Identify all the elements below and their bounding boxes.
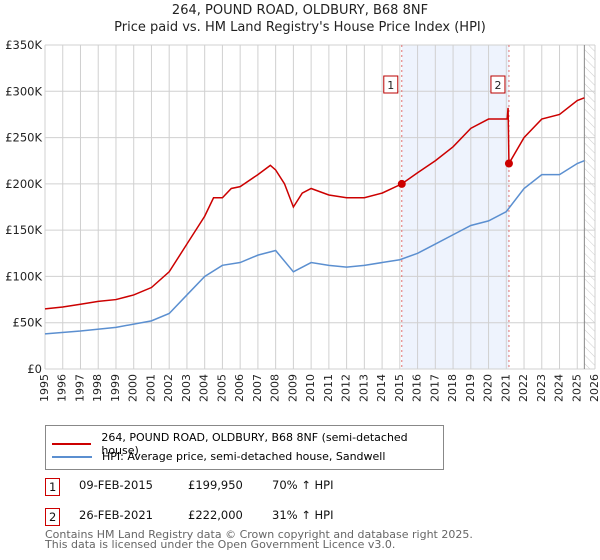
forecast-hatch — [584, 45, 595, 369]
x-tick-label: 2007 — [251, 374, 264, 402]
x-tick-label: 2000 — [127, 374, 140, 402]
x-tick-label: 2003 — [180, 374, 193, 402]
footer: Contains HM Land Registry data © Crown c… — [45, 528, 473, 551]
sale-badge: 2 — [45, 508, 61, 526]
y-tick-label: £100K — [5, 269, 42, 283]
x-tick-label: 2022 — [517, 374, 530, 402]
y-tick-label: £0 — [27, 362, 42, 376]
x-tick-label: 2008 — [269, 374, 282, 402]
x-tick-label: 2005 — [215, 374, 228, 402]
x-tick-label: 1995 — [38, 374, 51, 402]
x-tick-label: 2011 — [322, 374, 335, 402]
chart-title: 264, POUND ROAD, OLDBURY, B68 8NF — [171, 3, 429, 18]
x-tick-label: 2019 — [464, 374, 477, 402]
x-tick-label: 2002 — [162, 374, 175, 402]
sale-label-box — [490, 75, 506, 94]
sale-label-box — [383, 75, 399, 94]
x-tick-label: 2023 — [535, 374, 548, 402]
sale-date: 26-FEB-2021 — [79, 508, 153, 522]
legend-label-property: 264, POUND ROAD, OLDBURY, B68 8NF (semi-… — [101, 431, 408, 457]
x-tick-label: 2020 — [482, 374, 495, 402]
x-tick-label: 2017 — [428, 374, 441, 402]
x-tick-label: 2025 — [570, 374, 583, 402]
x-tick-label: 2012 — [340, 374, 353, 402]
x-tick-label: 1998 — [91, 374, 104, 402]
x-tick-label: 1997 — [73, 374, 86, 402]
legend-label-hpi: HPI: Average price, semi-detached house,… — [102, 450, 386, 463]
x-tick-label: 1996 — [56, 374, 69, 402]
x-tick-label: 2010 — [304, 374, 317, 402]
x-tick-label: 2004 — [198, 374, 211, 402]
shaded-period — [401, 45, 509, 369]
y-tick-label: £300K — [5, 84, 42, 98]
sale-date: 09-FEB-2015 — [79, 478, 153, 492]
y-tick-label: £250K — [5, 131, 42, 145]
sale-price: £199,950 — [188, 478, 243, 492]
x-tick-label: 2009 — [286, 374, 299, 402]
x-tick-label: 2006 — [233, 374, 246, 402]
sale-hpi: 31% ↑ HPI — [272, 508, 334, 522]
chart-subtitle: Price paid vs. HM Land Registry's House … — [114, 20, 486, 35]
sale-point — [397, 179, 406, 188]
sale-label: 1 — [387, 79, 394, 92]
x-tick-label: 2001 — [144, 374, 157, 402]
x-tick-label: 2013 — [357, 374, 370, 402]
sale-badge: 1 — [45, 478, 61, 496]
sale-label: 2 — [494, 79, 501, 92]
x-tick-label: 2015 — [393, 374, 406, 402]
x-tick-label: 2021 — [499, 374, 512, 402]
x-tick-label: 1999 — [109, 374, 122, 402]
sale-price: £222,000 — [188, 508, 243, 522]
series-line — [44, 97, 585, 310]
footer-line: Contains HM Land Registry data © Crown c… — [45, 528, 473, 541]
y-tick-label: £50K — [13, 316, 43, 330]
legend-red-line — [52, 443, 92, 445]
x-tick-label: 2026 — [588, 374, 600, 402]
x-tick-label: 2018 — [446, 374, 459, 402]
x-tick-label: 2016 — [411, 374, 424, 402]
legend: 264, POUND ROAD, OLDBURY, B68 8NF (semi-… — [45, 425, 444, 470]
x-tick-label: 2014 — [375, 374, 388, 402]
chart: 1995 1996 1997 1998 1999 2000 2001 2002 2003 2004… — [5, 38, 600, 402]
x-tick-label: 2024 — [553, 374, 566, 402]
footer-line: This data is licensed under the Open Gov… — [45, 538, 396, 551]
y-tick-label: £350K — [5, 38, 42, 52]
sale-point — [504, 159, 513, 168]
sale-hpi: 70% ↑ HPI — [272, 478, 334, 492]
legend-blue-line — [52, 455, 92, 458]
y-tick-label: £150K — [5, 223, 42, 237]
y-tick-label: £200K — [5, 177, 42, 191]
series-line — [44, 160, 585, 335]
